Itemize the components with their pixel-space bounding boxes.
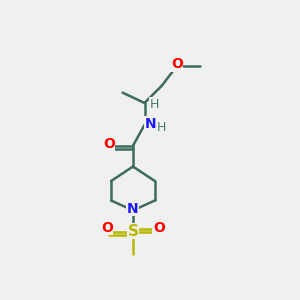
- Text: O: O: [171, 57, 183, 71]
- Text: O: O: [101, 221, 113, 235]
- Text: S: S: [128, 224, 139, 239]
- Text: O: O: [103, 137, 115, 151]
- Text: O: O: [153, 221, 165, 235]
- Text: H: H: [157, 121, 166, 134]
- Text: H: H: [149, 98, 159, 111]
- Text: N: N: [145, 117, 157, 131]
- Text: N: N: [127, 202, 139, 216]
